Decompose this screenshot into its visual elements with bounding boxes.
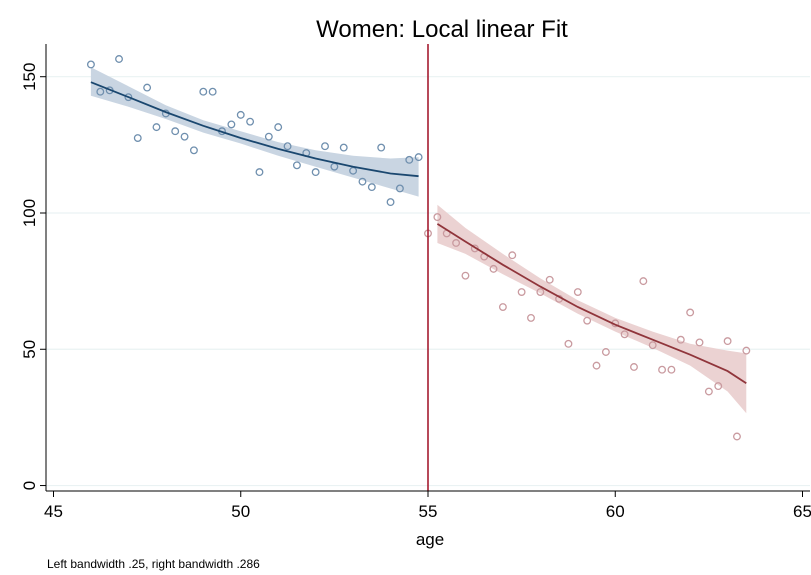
- x-tick-label: 55: [419, 502, 438, 521]
- chart-note: Left bandwidth .25, right bandwidth .286: [47, 557, 260, 571]
- data-point-left: [292, 161, 301, 170]
- data-point-right: [695, 338, 704, 347]
- data-point-left: [405, 155, 414, 164]
- y-tick-label: 100: [20, 199, 39, 227]
- y-tick-label: 0: [20, 481, 39, 490]
- data-point-left: [199, 87, 208, 96]
- data-point-right: [452, 239, 461, 247]
- data-point-right: [601, 348, 610, 356]
- data-point-right: [508, 251, 517, 260]
- data-point-left: [311, 168, 320, 177]
- data-point-left: [189, 146, 198, 155]
- x-tick-label: 45: [44, 502, 63, 521]
- x-axis-label: age: [416, 530, 444, 549]
- data-point-right: [733, 432, 741, 441]
- data-point-right: [564, 339, 573, 348]
- y-tick-label: 150: [20, 63, 39, 91]
- x-tick-label: 60: [606, 502, 625, 521]
- data-point-left: [208, 87, 217, 96]
- data-point-right: [489, 264, 498, 273]
- y-axis-ticks: 0 50 100 150: [20, 63, 46, 490]
- fit-line-right: [436, 223, 747, 385]
- data-point-right: [658, 365, 667, 374]
- data-point-right: [498, 303, 507, 311]
- data-point-left: [339, 143, 348, 152]
- x-tick-label: 65: [793, 502, 811, 521]
- data-point-right: [527, 313, 535, 322]
- data-point-left: [274, 123, 283, 132]
- data-point-left: [133, 134, 142, 142]
- data-point-right: [461, 271, 470, 280]
- data-point-left: [86, 60, 95, 69]
- data-point-right: [686, 308, 695, 317]
- data-point-right: [714, 382, 723, 391]
- data-point-right: [620, 330, 629, 339]
- y-tick-label: 50: [20, 340, 39, 359]
- data-point-left: [115, 55, 123, 63]
- data-point-left: [143, 83, 152, 92]
- data-point-right: [536, 288, 545, 296]
- x-tick-label: 50: [231, 502, 250, 521]
- fit-lines: [90, 81, 747, 385]
- x-axis-ticks: 45 50 55 60 65: [44, 491, 811, 521]
- data-point-right: [433, 213, 442, 222]
- data-point-left: [395, 184, 404, 193]
- data-point-right: [517, 288, 526, 296]
- data-point-left: [264, 132, 273, 141]
- data-point-right: [704, 387, 713, 396]
- data-point-left: [377, 143, 386, 152]
- data-point-right: [583, 316, 592, 325]
- data-point-left: [227, 120, 236, 129]
- data-point-right: [639, 277, 648, 286]
- data-point-left: [414, 153, 423, 162]
- data-point-right: [545, 275, 554, 284]
- data-point-left: [246, 117, 255, 126]
- data-point-left: [255, 168, 264, 177]
- data-point-left: [152, 123, 161, 132]
- data-point-left: [96, 87, 105, 96]
- confidence-band-right: [437, 204, 747, 414]
- data-point-left: [358, 177, 367, 186]
- chart-title: Women: Local linear Fit: [316, 16, 568, 43]
- data-point-left: [171, 127, 180, 136]
- data-point-left: [386, 198, 395, 207]
- data-point-right: [667, 365, 676, 374]
- data-point-left: [124, 93, 133, 102]
- scatter-points: [86, 55, 751, 441]
- data-point-right: [648, 341, 657, 350]
- data-point-left: [180, 132, 189, 141]
- data-point-right: [742, 346, 751, 355]
- data-point-right: [723, 337, 732, 346]
- data-point-left: [367, 183, 376, 192]
- data-point-right: [592, 361, 601, 370]
- data-point-left: [236, 110, 245, 119]
- fit-line-left: [90, 81, 419, 178]
- data-point-right: [573, 288, 582, 296]
- data-point-left: [283, 142, 292, 151]
- data-point-right: [630, 363, 638, 371]
- data-point-right: [676, 335, 685, 344]
- data-point-left: [321, 142, 329, 151]
